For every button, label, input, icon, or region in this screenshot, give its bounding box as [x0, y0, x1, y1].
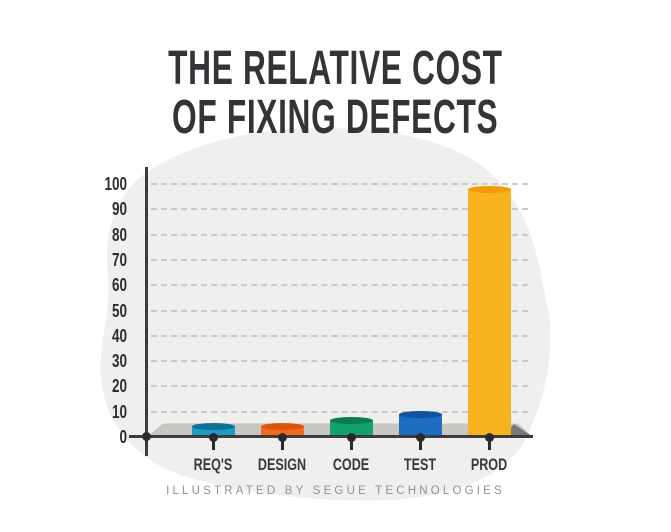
bar-top-reqs: [191, 423, 235, 431]
y-tick-label-10: 10: [111, 401, 127, 422]
bar-top-design: [260, 423, 304, 431]
bar-test: [398, 414, 442, 437]
bar-top-code: [329, 417, 373, 425]
y-axis-line: [145, 167, 148, 456]
x-tick-2: [349, 437, 353, 450]
category-label-code: CODE: [332, 455, 370, 474]
gridline-60: [151, 284, 528, 287]
x-tick-4: [487, 437, 491, 450]
origin-dot: [142, 432, 151, 441]
y-tick-label-60: 60: [111, 275, 127, 296]
gridline-40: [151, 334, 528, 337]
gridline-90: [151, 208, 528, 211]
x-tick-dot-3: [415, 432, 425, 442]
title-line-1: THE RELATIVE COST: [168, 42, 503, 95]
bar-reqs: [191, 426, 235, 437]
bar-prod: [467, 189, 511, 437]
bar-design: [260, 426, 304, 437]
category-label-reqs: REQ'S: [193, 455, 233, 474]
x-tick-0: [211, 437, 215, 450]
category-label-prod: PROD: [470, 455, 508, 474]
page-title: THE RELATIVE COST OF FIXING DEFECTS: [0, 44, 671, 142]
y-tick-label-90: 90: [111, 199, 127, 220]
y-tick-label-0: 0: [119, 427, 127, 447]
y-tick-label-20: 20: [111, 376, 127, 397]
y-tick-label-50: 50: [111, 300, 127, 321]
x-tick-dot-2: [346, 432, 356, 442]
x-axis-line: [129, 435, 533, 438]
y-tick-label-40: 40: [111, 325, 127, 346]
credit-line: ILLUSTRATED BY SEGUE TECHNOLOGIES: [166, 485, 505, 497]
gridline-20: [151, 385, 528, 388]
x-tick-3: [418, 437, 422, 450]
bar-top-test: [398, 410, 442, 418]
gridline-30: [151, 360, 528, 363]
category-label-design: DESIGN: [257, 455, 307, 474]
gridline-80: [151, 233, 528, 236]
y-tick-label-30: 30: [111, 351, 127, 372]
y-tick-label-70: 70: [111, 249, 127, 270]
x-tick-1: [280, 437, 284, 450]
category-label-test: TEST: [403, 455, 437, 474]
gridline-50: [151, 309, 528, 312]
bar-code: [329, 420, 373, 437]
bar-top-prod: [467, 185, 511, 193]
x-tick-dot-1: [277, 432, 287, 442]
gridline-70: [151, 258, 528, 261]
gridline-100: [151, 183, 528, 185]
x-tick-dot-4: [484, 432, 494, 442]
title-line-2: OF FIXING DEFECTS: [172, 91, 499, 144]
y-tick-label-100: 100: [104, 174, 127, 194]
y-tick-label-80: 80: [111, 224, 127, 245]
x-tick-dot-0: [208, 432, 218, 442]
gridline-10: [151, 410, 528, 413]
